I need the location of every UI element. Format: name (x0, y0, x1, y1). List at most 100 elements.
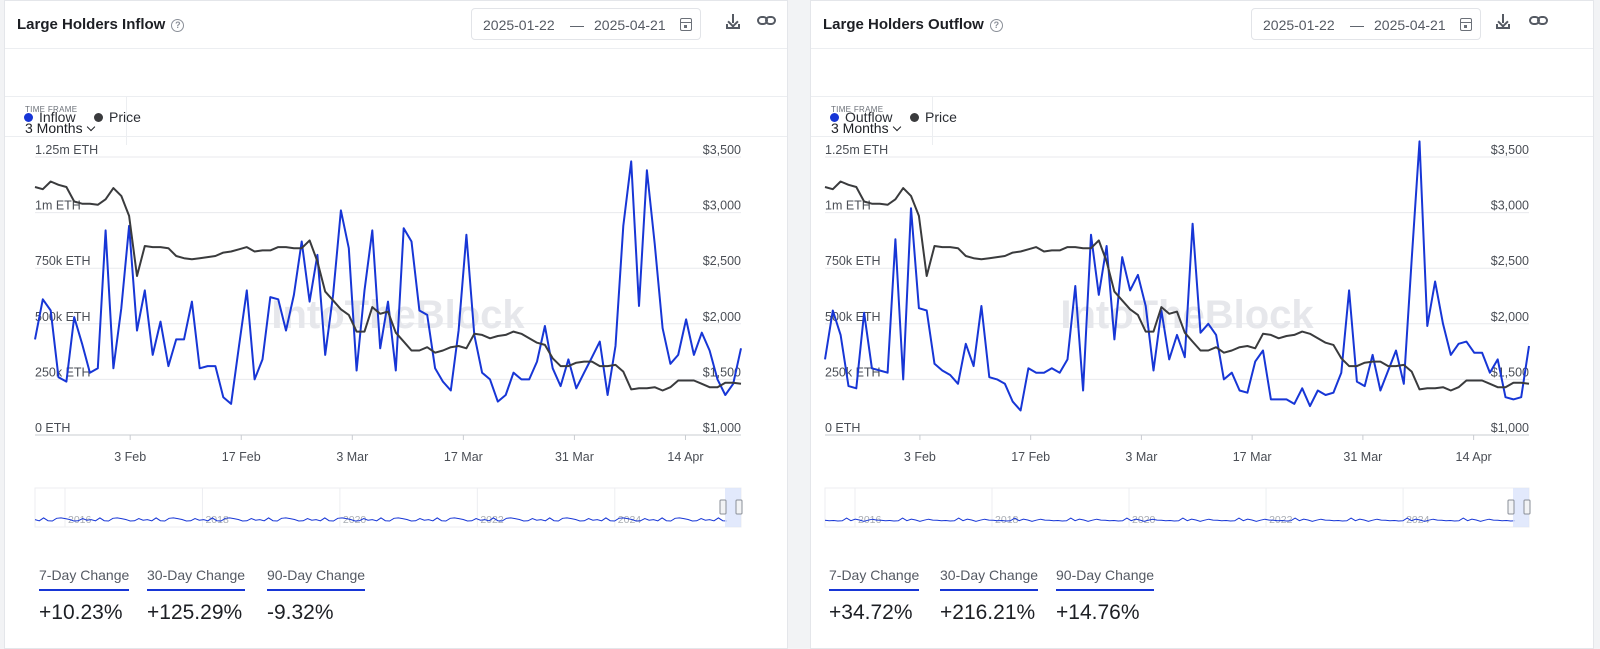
y-right-tick-label: $1,000 (1491, 421, 1529, 435)
navigator-year-label: 2018 (995, 514, 1019, 526)
y-left-tick-label: 750k ETH (35, 254, 91, 268)
date-separator: — (570, 17, 584, 33)
change-stats: 7-Day Change +10.23% 30-Day Change +125.29… (5, 567, 787, 637)
x-tick-label: 17 Mar (444, 450, 483, 464)
link-icon[interactable] (1529, 15, 1549, 27)
timeframe-row: TIME FRAME 3 Months (5, 49, 787, 145)
navigator-year-label: 2020 (1132, 514, 1156, 526)
stat-value: +125.29% (147, 601, 243, 624)
date-separator: — (1350, 17, 1364, 33)
change-stats: 7-Day Change +34.72% 30-Day Change +216.21… (811, 567, 1593, 637)
series-line-price (34, 180, 742, 392)
outflow-panel: Large Holders Outflow? 2025-01-22 — 2025… (810, 0, 1594, 649)
y-left-tick-label: 0 ETH (825, 421, 860, 435)
y-right-tick-label: $1,500 (703, 365, 741, 379)
legend-item-price[interactable]: Price (94, 109, 141, 125)
question-circle-icon[interactable]: ? (989, 19, 1003, 32)
legend-dot-icon (94, 113, 103, 122)
stat-label[interactable]: 90-Day Change (267, 567, 366, 591)
y-left-tick-label: 0 ETH (35, 421, 70, 435)
stat-label[interactable]: 7-Day Change (39, 567, 130, 591)
legend-dot-icon (830, 113, 839, 122)
y-right-tick-label: $2,500 (703, 254, 741, 268)
panel-title: Large Holders Outflow? (823, 16, 1003, 33)
date-range-picker[interactable]: 2025-01-22 — 2025-04-21 (1251, 8, 1481, 40)
date-range-picker[interactable]: 2025-01-22 — 2025-04-21 (471, 8, 701, 40)
date-end[interactable]: 2025-04-21 (1374, 17, 1446, 33)
panel-header: Large Holders Outflow? 2025-01-22 — 2025… (811, 1, 1593, 49)
navigator-year-label: 2022 (480, 514, 504, 526)
timeframe-selector[interactable]: TIME FRAME 3 Months (811, 97, 933, 145)
date-start[interactable]: 2025-01-22 (1263, 17, 1335, 33)
y-right-tick-label: $3,500 (703, 143, 741, 157)
y-left-tick-label: 1.25m ETH (825, 143, 888, 157)
legend-dot-icon (910, 113, 919, 122)
navigator-series (34, 517, 728, 522)
stat-label[interactable]: 7-Day Change (829, 567, 920, 591)
navigator-series (824, 517, 1516, 522)
stat-value: +10.23% (39, 601, 123, 624)
timeframe-row: TIME FRAME 3 Months (811, 49, 1593, 145)
y-left-tick-label: 1m ETH (35, 199, 81, 213)
legend-label: Price (109, 109, 141, 125)
timeframe-selector[interactable]: TIME FRAME 3 Months (5, 97, 127, 145)
navigator-year-label: 2024 (618, 514, 642, 526)
legend-item-price[interactable]: Price (910, 109, 957, 125)
navigator-handle (1507, 499, 1515, 515)
navigator-selection (1513, 488, 1529, 527)
y-left-tick-label: 1m ETH (825, 199, 871, 213)
date-start[interactable]: 2025-01-22 (483, 17, 555, 33)
navigator-handle (719, 499, 727, 515)
legend: Outflow Price (811, 97, 1593, 137)
x-tick-label: 17 Mar (1233, 450, 1272, 464)
download-icon[interactable] (725, 13, 741, 31)
stat-label[interactable]: 90-Day Change (1056, 567, 1155, 591)
download-icon[interactable] (1495, 13, 1511, 31)
date-end[interactable]: 2025-04-21 (594, 17, 666, 33)
timeframe-dropdown[interactable]: 3 Months (25, 120, 95, 136)
calendar-icon[interactable] (1460, 18, 1472, 31)
x-tick-label: 14 Apr (1456, 450, 1492, 464)
y-left-tick-label: 250k ETH (825, 365, 881, 379)
stat-value: +34.72% (829, 601, 913, 624)
y-right-tick-label: $2,000 (703, 310, 741, 324)
stat-value: +216.21% (940, 601, 1036, 624)
legend-label: Price (925, 109, 957, 125)
stat-7-day: 7-Day Change +34.72% (829, 567, 920, 625)
navigator-handle (1523, 499, 1531, 515)
stat-label[interactable]: 30-Day Change (147, 567, 246, 591)
y-right-tick-label: $2,000 (1491, 310, 1529, 324)
y-right-tick-label: $3,000 (703, 199, 741, 213)
timeframe-label: TIME FRAME (25, 105, 78, 114)
panel-title-text: Large Holders Inflow (17, 16, 166, 33)
flow-price-chart[interactable]: 0 ETH 250k ETH 500k ETH 750k ETH 1m ETH 1.25m… (5, 137, 787, 565)
stat-7-day: 7-Day Change +10.23% (39, 567, 130, 625)
y-left-tick-label: 1.25m ETH (35, 143, 98, 157)
panel-title: Large Holders Inflow? (17, 16, 185, 33)
timeframe-value: 3 Months (25, 120, 83, 136)
legend-dot-icon (24, 113, 33, 122)
x-tick-label: 3 Mar (336, 450, 368, 464)
navigator-year-label: 2020 (343, 514, 367, 526)
legend-item-flow[interactable]: Outflow (830, 109, 892, 125)
stat-label[interactable]: 30-Day Change (940, 567, 1039, 591)
series-line-outflow (824, 140, 1530, 412)
legend-label: Inflow (39, 109, 76, 125)
x-tick-label: 17 Feb (222, 450, 261, 464)
series-line-price (824, 180, 1530, 392)
y-right-tick-label: $3,000 (1491, 199, 1529, 213)
x-tick-label: 14 Apr (667, 450, 703, 464)
timeframe-dropdown[interactable]: 3 Months (831, 120, 901, 136)
legend-item-flow[interactable]: Inflow (24, 109, 76, 125)
y-left-tick-label: 250k ETH (35, 365, 91, 379)
question-circle-icon[interactable]: ? (171, 19, 185, 32)
navigator-year-label: 2018 (205, 514, 229, 526)
link-icon[interactable] (757, 15, 777, 27)
y-left-tick-label: 500k ETH (825, 310, 881, 324)
flow-price-chart[interactable]: 0 ETH 250k ETH 500k ETH 750k ETH 1m ETH 1.25m… (811, 137, 1569, 565)
y-left-tick-label: 750k ETH (825, 254, 881, 268)
legend-label: Outflow (845, 109, 893, 125)
x-tick-label: 3 Mar (1125, 450, 1157, 464)
calendar-icon[interactable] (680, 18, 692, 31)
